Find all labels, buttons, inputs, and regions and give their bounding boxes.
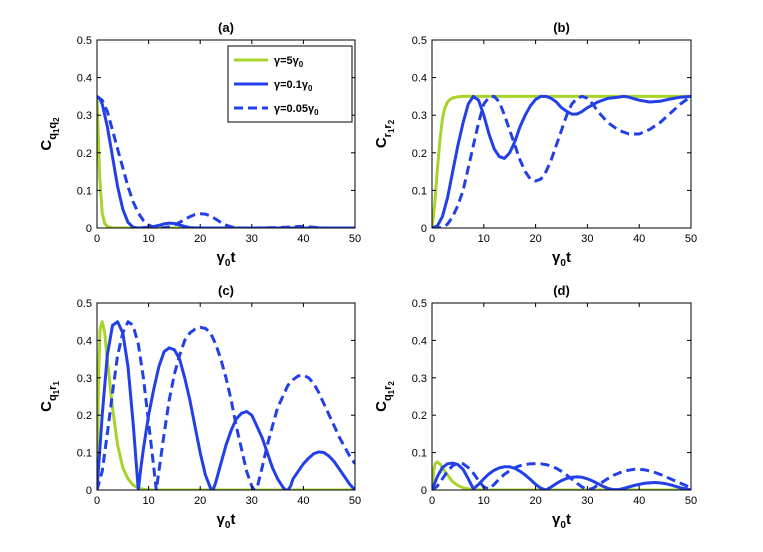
y-axis-label: Cr1r2 — [373, 119, 396, 148]
y-tick-label: 0.2 — [77, 410, 92, 422]
x-tick-label: 40 — [297, 495, 309, 507]
y-tick-label: 0.4 — [412, 335, 427, 347]
y-tick-label: 0.4 — [77, 73, 92, 85]
series-line-2 — [97, 320, 355, 490]
y-axis-label: Cq1r2 — [373, 381, 396, 412]
x-axis-label: γ0t — [552, 249, 571, 269]
x-tick-label: 10 — [142, 495, 154, 507]
y-tick-label: 0.3 — [77, 373, 92, 385]
series-line-2 — [432, 94, 691, 228]
y-axis-label: Cq1r1 — [38, 381, 61, 412]
panel-d: 0 10 20 30 40 50 0 0.1 0.2 0.3 0.4 0.5 (d) γ0t Cq1r2 — [373, 283, 697, 531]
y-tick-label: 0.2 — [412, 148, 427, 160]
x-tick-label: 20 — [194, 495, 206, 507]
legend: γ=5γ0 γ=0.1γ0 γ=0.05γ0 — [227, 45, 353, 123]
x-axis-label: γ0t — [552, 511, 571, 531]
x-tick-label: 30 — [581, 233, 593, 245]
x-tick-label: 30 — [246, 233, 258, 245]
plot-frame — [96, 39, 356, 229]
x-tick-label: 10 — [478, 495, 490, 507]
plot-frame — [431, 39, 692, 229]
y-tick-label: 0 — [86, 485, 92, 497]
series-line-1 — [97, 320, 355, 490]
y-tick-label: 0.3 — [412, 110, 427, 122]
series-line-1 — [432, 94, 691, 228]
panel-title: (a) — [218, 20, 234, 35]
y-axis-label: Cq1q2 — [38, 117, 61, 151]
series-line-0 — [97, 96, 355, 228]
x-tick-label: 30 — [581, 495, 593, 507]
series-line-2 — [432, 461, 691, 490]
y-tick-label: 0.3 — [412, 373, 427, 385]
x-tick-label: 50 — [349, 233, 361, 245]
y-tick-label: 0.1 — [412, 448, 427, 460]
legend-label: γ=5γ0 — [274, 55, 304, 69]
panel-c: 0 10 20 30 40 50 0 0.1 0.2 0.3 0.4 0.5 (c) γ0t Cq1r1 — [38, 283, 361, 531]
panel-title: (d) — [553, 283, 570, 298]
x-tick-label: 10 — [142, 233, 154, 245]
x-tick-label: 50 — [685, 233, 697, 245]
x-tick-label: 0 — [429, 233, 435, 245]
x-tick-label: 50 — [349, 495, 361, 507]
y-tick-label: 0.5 — [77, 298, 92, 310]
panel-title: (b) — [553, 20, 570, 35]
series-line-0 — [432, 94, 691, 228]
legend-label: γ=0.1γ0 — [274, 79, 313, 93]
x-tick-label: 40 — [633, 495, 645, 507]
x-tick-label: 40 — [633, 233, 645, 245]
x-tick-label: 10 — [478, 233, 490, 245]
y-tick-label: 0.4 — [77, 335, 92, 347]
plot-frame — [96, 302, 356, 491]
x-tick-label: 20 — [194, 233, 206, 245]
y-tick-label: 0 — [421, 223, 427, 235]
series-line-2 — [97, 95, 355, 228]
x-tick-label: 20 — [529, 495, 541, 507]
y-tick-label: 0.1 — [77, 448, 92, 460]
y-tick-label: 0.3 — [77, 110, 92, 122]
legend-label: γ=0.05γ0 — [274, 103, 319, 117]
y-tick-label: 0.2 — [77, 148, 92, 160]
panel-b: 0 10 20 30 40 50 0 0.1 0.2 0.3 0.4 0.5 (b) γ0t Cr1r2 — [373, 20, 697, 269]
x-axis-label: γ0t — [217, 511, 236, 531]
x-tick-label: 30 — [246, 495, 258, 507]
y-tick-label: 0.5 — [77, 35, 92, 47]
x-tick-label: 50 — [685, 495, 697, 507]
y-tick-label: 0.1 — [412, 185, 427, 197]
x-tick-label: 0 — [429, 495, 435, 507]
y-tick-label: 0.1 — [77, 185, 92, 197]
x-axis-label: γ0t — [217, 249, 236, 269]
panel-a: 0 10 20 30 40 50 0 0.1 0.2 0.3 0.4 0.5 (a) γ0t Cq1q2 — [38, 20, 361, 269]
y-tick-label: 0 — [421, 485, 427, 497]
panel-title: (c) — [218, 283, 234, 298]
y-tick-label: 0.5 — [412, 35, 427, 47]
plot-frame — [431, 302, 692, 491]
x-tick-label: 20 — [529, 233, 541, 245]
y-tick-label: 0 — [86, 223, 92, 235]
y-tick-label: 0.5 — [412, 298, 427, 310]
y-tick-label: 0.2 — [412, 410, 427, 422]
x-tick-label: 0 — [94, 233, 100, 245]
x-tick-label: 40 — [297, 233, 309, 245]
x-tick-label: 0 — [94, 495, 100, 507]
series-line-1 — [432, 461, 691, 490]
y-tick-label: 0.4 — [412, 73, 427, 85]
